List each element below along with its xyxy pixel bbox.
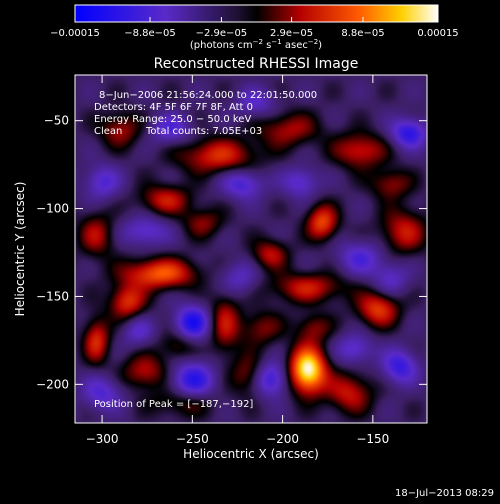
colorbar-tick-label: 2.9e−05 bbox=[270, 28, 313, 39]
footer-timestamp: 18−Jul−2013 08:29 bbox=[395, 488, 494, 499]
heatmap-canvas bbox=[75, 75, 427, 423]
colorbar: −0.00015 −8.8e−05 −2.9e−05 2.9e−05 8.8e−05 0.… bbox=[50, 4, 459, 51]
x-tick-label: −200 bbox=[266, 432, 299, 446]
colorbar-tick-label: −8.8e−05 bbox=[124, 28, 176, 39]
y-tick-label: −150 bbox=[36, 289, 69, 303]
colorbar-tick-label: −0.00015 bbox=[50, 28, 100, 39]
y-tick-label: −200 bbox=[36, 377, 69, 391]
colorbar-tick-label: −2.9e−05 bbox=[196, 28, 248, 39]
colorbar-ticks: −0.00015 −8.8e−05 −2.9e−05 2.9e−05 8.8e−05 0.… bbox=[50, 17, 459, 39]
colorbar-tick-label: 0.00015 bbox=[417, 28, 458, 39]
colorbar-gradient bbox=[74, 4, 439, 23]
x-tick-label: −300 bbox=[86, 432, 119, 446]
annotation-total-counts: Total counts: 7.05E+03 bbox=[145, 126, 262, 137]
x-axis-title: Heliocentric X (arcsec) bbox=[183, 447, 319, 461]
plot-frame bbox=[74, 74, 428, 424]
colorbar-tick-label: 8.8e−05 bbox=[341, 28, 384, 39]
axes: −300 −250 −200 −150 −50 −100 −150 −200 bbox=[36, 75, 427, 446]
annotation-peak-position: Position of Peak = [−187,−192] bbox=[94, 399, 253, 410]
x-tick-label: −150 bbox=[356, 432, 389, 446]
annotation-method: Clean bbox=[94, 126, 122, 137]
annotation-detectors: Detectors: 4F 5F 6F 7F 8F, Att 0 bbox=[94, 102, 253, 113]
y-tick-label: −50 bbox=[44, 114, 69, 128]
y-axis-title: Heliocentric Y (arcsec) bbox=[13, 182, 27, 317]
chart-title: Reconstructed RHESSI Image bbox=[154, 56, 359, 72]
colorbar-units: (photons cm−2 s−1 asec−2) bbox=[190, 38, 322, 51]
y-tick-label: −100 bbox=[36, 202, 69, 216]
heatmap-container bbox=[75, 75, 427, 423]
annotation-time-range: 8−Jun−2006 21:56:24.000 to 22:01:50.000 bbox=[99, 90, 317, 101]
annotation-energy-range: Energy Range: 25.0 − 50.0 keV bbox=[94, 114, 251, 125]
annotations: 8−Jun−2006 21:56:24.000 to 22:01:50.000 … bbox=[94, 90, 317, 410]
x-tick-label: −250 bbox=[176, 432, 209, 446]
